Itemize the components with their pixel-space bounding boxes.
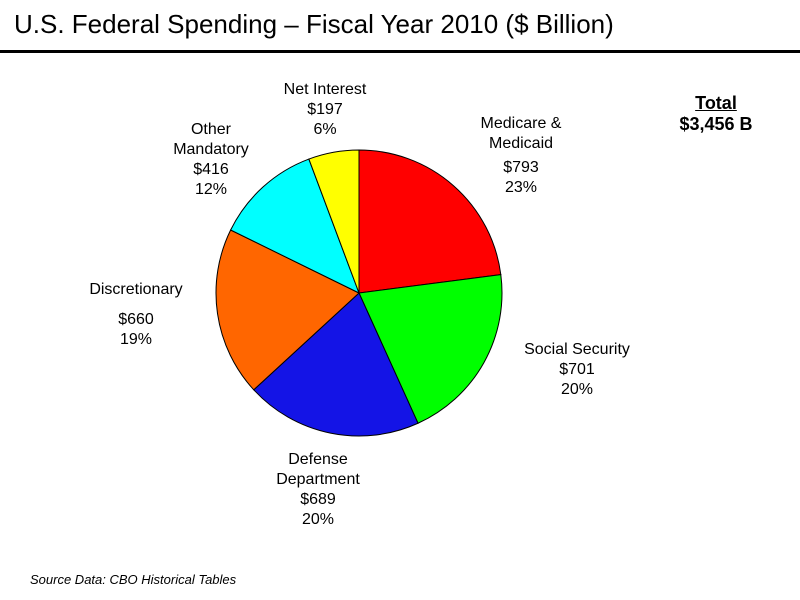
slice-percent-label: 20% [560, 381, 594, 398]
slice-label-defense-department: Defense Department $689 20% [268, 450, 368, 530]
slice-name: Medicare & [480, 115, 562, 132]
pie-slice-discretionary [215, 229, 360, 391]
slice-label-other-mandatory: Other Mandatory $416 12% [166, 120, 256, 200]
slice-name: Social Security [524, 341, 630, 358]
pie-slice-social-security [358, 274, 503, 424]
slice-percent-label: 23% [504, 179, 538, 196]
slice-name: Net Interest [283, 81, 367, 98]
slice-name: Defense [288, 451, 348, 468]
slice-name: Other [190, 121, 231, 138]
slice-value-label: $793 [503, 159, 539, 176]
slice-name: Medicaid [488, 135, 554, 152]
source-note: Source Data: CBO Historical Tables [30, 572, 237, 587]
pie-slice-net-interest [308, 149, 360, 294]
label-spacer [76, 300, 196, 310]
total-value: $3,456 B [679, 114, 753, 134]
slice-value-label: $689 [300, 491, 336, 508]
total-summary: Total $3,456 B [668, 93, 764, 135]
slice-percent-label: 20% [301, 511, 335, 528]
title-divider [0, 50, 800, 53]
slice-value-label: $416 [193, 161, 229, 178]
slice-value-label: $197 [307, 101, 343, 118]
slice-label-medicare-medicaid: Medicare & Medicaid $793 23% [466, 114, 576, 198]
pie-slice-defense-department [253, 292, 419, 437]
slice-percent-label: 6% [313, 121, 337, 138]
slice-percent-label: 19% [119, 331, 153, 348]
pie-slice-medicare-medicaid [358, 149, 502, 294]
slice-value-label: $660 [118, 311, 154, 328]
slice-label-net-interest: Net Interest $197 6% [270, 80, 380, 140]
pie-slice-other-mandatory [229, 158, 360, 295]
slice-name: Department [276, 471, 360, 488]
slice-name: Mandatory [173, 141, 249, 158]
slice-label-social-security: Social Security $701 20% [512, 340, 642, 400]
slice-value-label: $701 [559, 361, 595, 378]
total-heading: Total [695, 93, 737, 113]
slice-percent-label: 12% [194, 181, 228, 198]
slice-label-discretionary: Discretionary $660 19% [76, 280, 196, 350]
chart-title: U.S. Federal Spending – Fiscal Year 2010… [14, 9, 614, 39]
slice-name: Discretionary [89, 281, 183, 298]
